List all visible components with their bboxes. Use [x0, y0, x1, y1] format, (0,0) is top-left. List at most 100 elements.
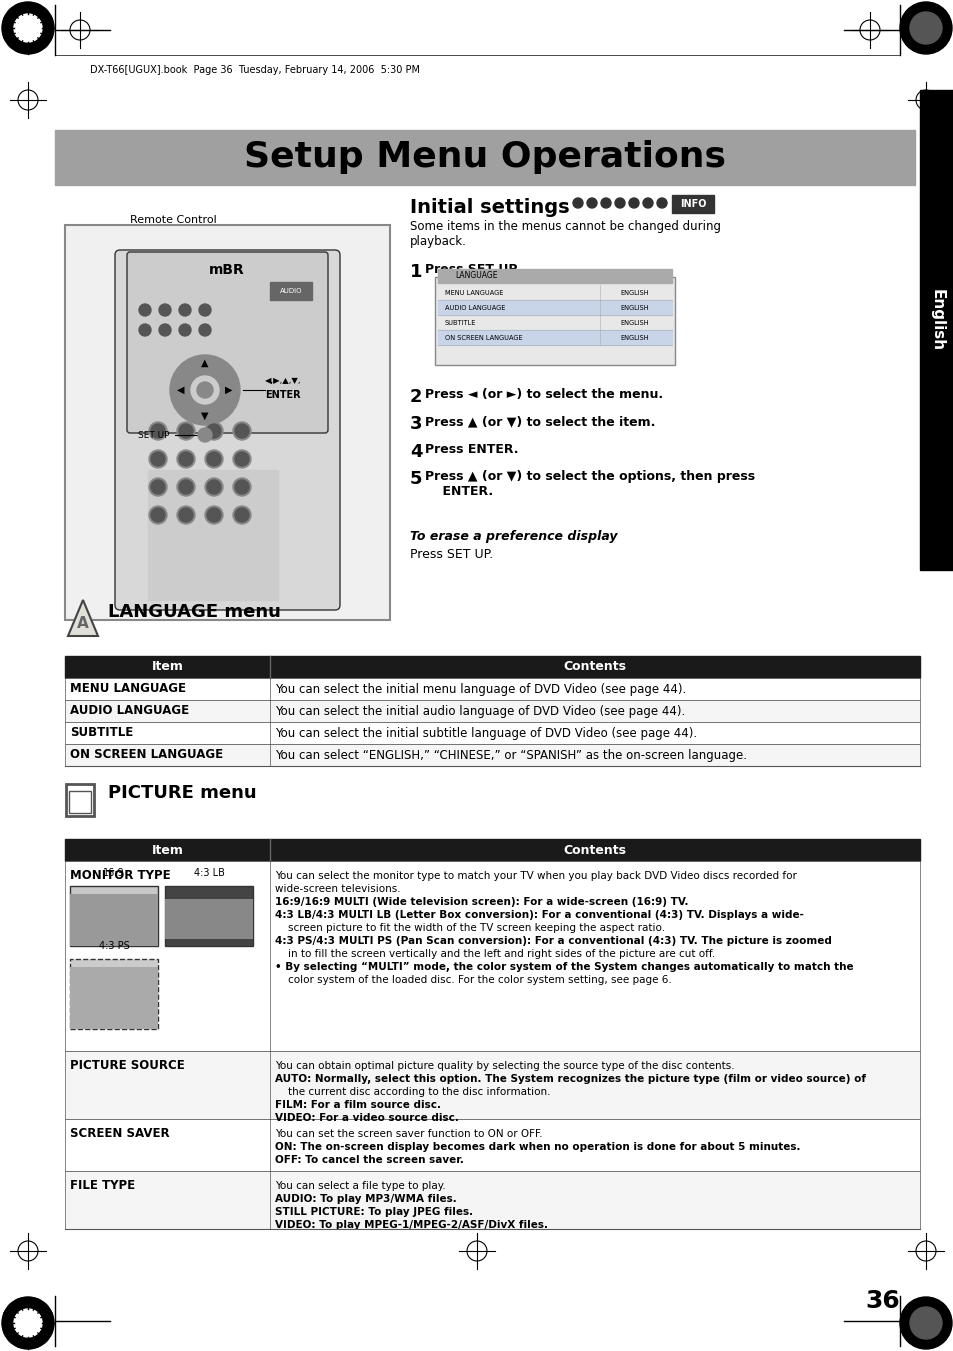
- Bar: [435, 277, 675, 365]
- Text: DX-T66[UGUX].book  Page 36  Tuesday, February 14, 2006  5:30 PM: DX-T66[UGUX].book Page 36 Tuesday, Febru…: [90, 65, 419, 76]
- Text: You can select the initial subtitle language of DVD Video (see page 44).: You can select the initial subtitle lang…: [274, 727, 697, 739]
- Circle shape: [234, 453, 249, 466]
- Text: 16:9/16:9 MULTI (Wide television screen): For a wide-screen (16:9) TV.: 16:9/16:9 MULTI (Wide television screen)…: [274, 897, 688, 907]
- Circle shape: [179, 304, 191, 316]
- Text: FILM: For a film source disc.: FILM: For a film source disc.: [274, 1100, 440, 1111]
- Circle shape: [179, 453, 193, 466]
- Text: You can obtain optimal picture quality by selecting the source type of the disc : You can obtain optimal picture quality b…: [274, 1061, 734, 1071]
- Text: ◀: ◀: [177, 385, 185, 394]
- Text: Press ◄ (or ►) to select the menu.: Press ◄ (or ►) to select the menu.: [424, 388, 662, 401]
- Circle shape: [199, 304, 211, 316]
- Text: 4:3 LB/4:3 MULTI LB (Letter Box conversion): For a conventional (4:3) TV. Displa: 4:3 LB/4:3 MULTI LB (Letter Box conversi…: [274, 911, 803, 920]
- Circle shape: [14, 14, 42, 42]
- Bar: [69, 790, 91, 813]
- Text: Setup Menu Operations: Setup Menu Operations: [244, 141, 725, 174]
- Circle shape: [234, 508, 249, 521]
- Text: 1: 1: [410, 263, 422, 281]
- Circle shape: [207, 508, 221, 521]
- Circle shape: [615, 199, 624, 208]
- Text: AUTO: Normally, select this option. The System recognizes the picture type (film: AUTO: Normally, select this option. The …: [274, 1074, 865, 1084]
- Text: 4:3 PS/4:3 MULTI PS (Pan Scan conversion): For a conventional (4:3) TV. The pict: 4:3 PS/4:3 MULTI PS (Pan Scan conversion…: [274, 936, 831, 946]
- Bar: [919, 91, 953, 570]
- Bar: [65, 1119, 919, 1171]
- Circle shape: [196, 382, 213, 399]
- Circle shape: [2, 1297, 54, 1350]
- Text: ON SCREEN LANGUAGE: ON SCREEN LANGUAGE: [444, 335, 522, 340]
- Text: AUDIO: To play MP3/WMA files.: AUDIO: To play MP3/WMA files.: [274, 1194, 456, 1204]
- Circle shape: [642, 199, 652, 208]
- Bar: [65, 1051, 919, 1119]
- Circle shape: [233, 478, 251, 496]
- Text: AUDIO LANGUAGE: AUDIO LANGUAGE: [70, 704, 189, 717]
- Text: You can select “ENGLISH,” “CHINESE,” or “SPANISH” as the on-screen language.: You can select “ENGLISH,” “CHINESE,” or …: [274, 748, 746, 762]
- Text: 2: 2: [410, 388, 422, 407]
- Circle shape: [573, 199, 582, 208]
- Text: 5: 5: [410, 470, 422, 488]
- Circle shape: [205, 450, 223, 467]
- Text: Press ▲ (or ▼) to select the options, then press
    ENTER.: Press ▲ (or ▼) to select the options, th…: [424, 470, 755, 499]
- Text: VIDEO: To play MPEG-1/MPEG-2/ASF/DivX files.: VIDEO: To play MPEG-1/MPEG-2/ASF/DivX fi…: [274, 1220, 547, 1229]
- Bar: [65, 1171, 919, 1229]
- Circle shape: [151, 480, 165, 494]
- Text: English: English: [928, 289, 943, 351]
- Text: You can select a file type to play.: You can select a file type to play.: [274, 1181, 445, 1192]
- Circle shape: [191, 376, 219, 404]
- Text: ▲: ▲: [201, 358, 209, 367]
- Text: ENGLISH: ENGLISH: [619, 290, 648, 296]
- Text: Press ENTER.: Press ENTER.: [424, 443, 518, 457]
- Circle shape: [234, 424, 249, 438]
- Circle shape: [177, 422, 194, 440]
- Bar: [70, 894, 158, 946]
- Text: AUDIO LANGUAGE: AUDIO LANGUAGE: [444, 305, 505, 311]
- Circle shape: [170, 355, 240, 426]
- Text: 36: 36: [864, 1289, 899, 1313]
- Text: You can select the initial menu language of DVD Video (see page 44).: You can select the initial menu language…: [274, 682, 685, 696]
- Text: Item: Item: [152, 661, 183, 674]
- Bar: [437, 330, 671, 345]
- Text: MONITOR TYPE: MONITOR TYPE: [70, 869, 171, 882]
- Circle shape: [149, 507, 167, 524]
- Circle shape: [909, 12, 941, 45]
- Circle shape: [657, 199, 666, 208]
- Circle shape: [199, 324, 211, 336]
- Circle shape: [234, 480, 249, 494]
- Circle shape: [179, 480, 193, 494]
- Circle shape: [177, 507, 194, 524]
- Text: Initial settings: Initial settings: [410, 199, 569, 218]
- Circle shape: [205, 422, 223, 440]
- Text: ▼: ▼: [201, 411, 209, 422]
- Circle shape: [600, 199, 610, 208]
- Circle shape: [139, 324, 151, 336]
- Text: LANGUAGE menu: LANGUAGE menu: [108, 603, 280, 621]
- Text: AUDIO: AUDIO: [279, 288, 302, 295]
- Text: FILE TYPE: FILE TYPE: [70, 1179, 135, 1192]
- Circle shape: [179, 324, 191, 336]
- Circle shape: [899, 1, 951, 54]
- Circle shape: [205, 478, 223, 496]
- Circle shape: [151, 508, 165, 521]
- Text: MENU LANGUAGE: MENU LANGUAGE: [70, 682, 186, 696]
- Text: wide-screen televisions.: wide-screen televisions.: [274, 884, 400, 894]
- Polygon shape: [68, 600, 98, 636]
- Circle shape: [207, 424, 221, 438]
- Circle shape: [2, 1, 54, 54]
- Text: Contents: Contents: [563, 661, 626, 674]
- Circle shape: [179, 424, 193, 438]
- Bar: [65, 744, 919, 766]
- Bar: [148, 470, 277, 600]
- Circle shape: [139, 304, 151, 316]
- Circle shape: [909, 1306, 941, 1339]
- Bar: [65, 861, 919, 1051]
- Text: mBR: mBR: [209, 263, 245, 277]
- Text: • By selecting “MULTI” mode, the color system of the System changes automaticall: • By selecting “MULTI” mode, the color s…: [274, 962, 853, 971]
- Circle shape: [205, 507, 223, 524]
- Bar: [270, 282, 312, 300]
- Bar: [165, 898, 253, 939]
- Text: screen picture to fit the width of the TV screen keeping the aspect ratio.: screen picture to fit the width of the T…: [274, 923, 664, 934]
- Text: You can set the screen saver function to ON or OFF.: You can set the screen saver function to…: [274, 1129, 542, 1139]
- Text: Contents: Contents: [563, 843, 626, 857]
- Text: 4:3 PS: 4:3 PS: [98, 942, 130, 951]
- Circle shape: [177, 478, 194, 496]
- Text: INFO: INFO: [679, 199, 705, 209]
- Text: ON: The on-screen display becomes dark when no operation is done for about 5 min: ON: The on-screen display becomes dark w…: [274, 1142, 800, 1152]
